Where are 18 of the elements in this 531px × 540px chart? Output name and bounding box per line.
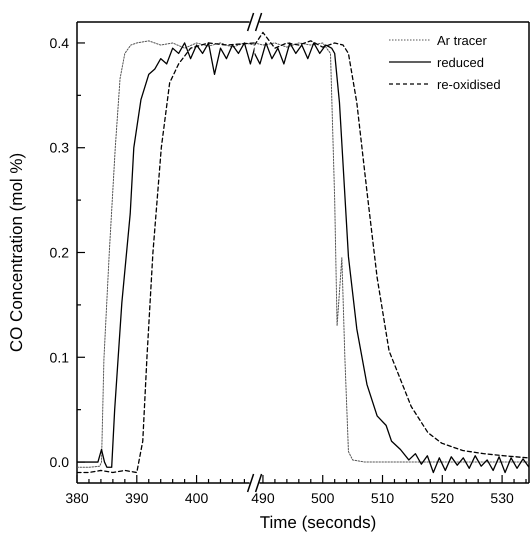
y-tick-label: 0.2 xyxy=(50,244,70,260)
x-tick-label: 500 xyxy=(311,490,335,506)
x-tick-label: 520 xyxy=(430,490,454,506)
x-tick-label: 490 xyxy=(251,490,275,506)
y-tick-label: 0.3 xyxy=(50,140,70,156)
x-tick-label: 530 xyxy=(490,490,514,506)
x-tick-label: 510 xyxy=(370,490,394,506)
legend-label: Ar tracer xyxy=(437,33,488,48)
y-tick-label: 0.4 xyxy=(50,34,70,51)
legend-label: reduced xyxy=(437,55,484,70)
y-axis-title: CO Concentration (mol %) xyxy=(7,152,26,352)
x-axis-title: Time (seconds) xyxy=(260,513,376,532)
y-tick-label: 0.1 xyxy=(50,349,70,366)
legend-label: re-oxidised xyxy=(437,77,501,92)
x-tick-label: 400 xyxy=(184,490,208,506)
x-tick-label: 380 xyxy=(65,490,89,506)
y-tick-label: 0.0 xyxy=(50,454,70,470)
x-tick-label: 390 xyxy=(125,490,149,506)
